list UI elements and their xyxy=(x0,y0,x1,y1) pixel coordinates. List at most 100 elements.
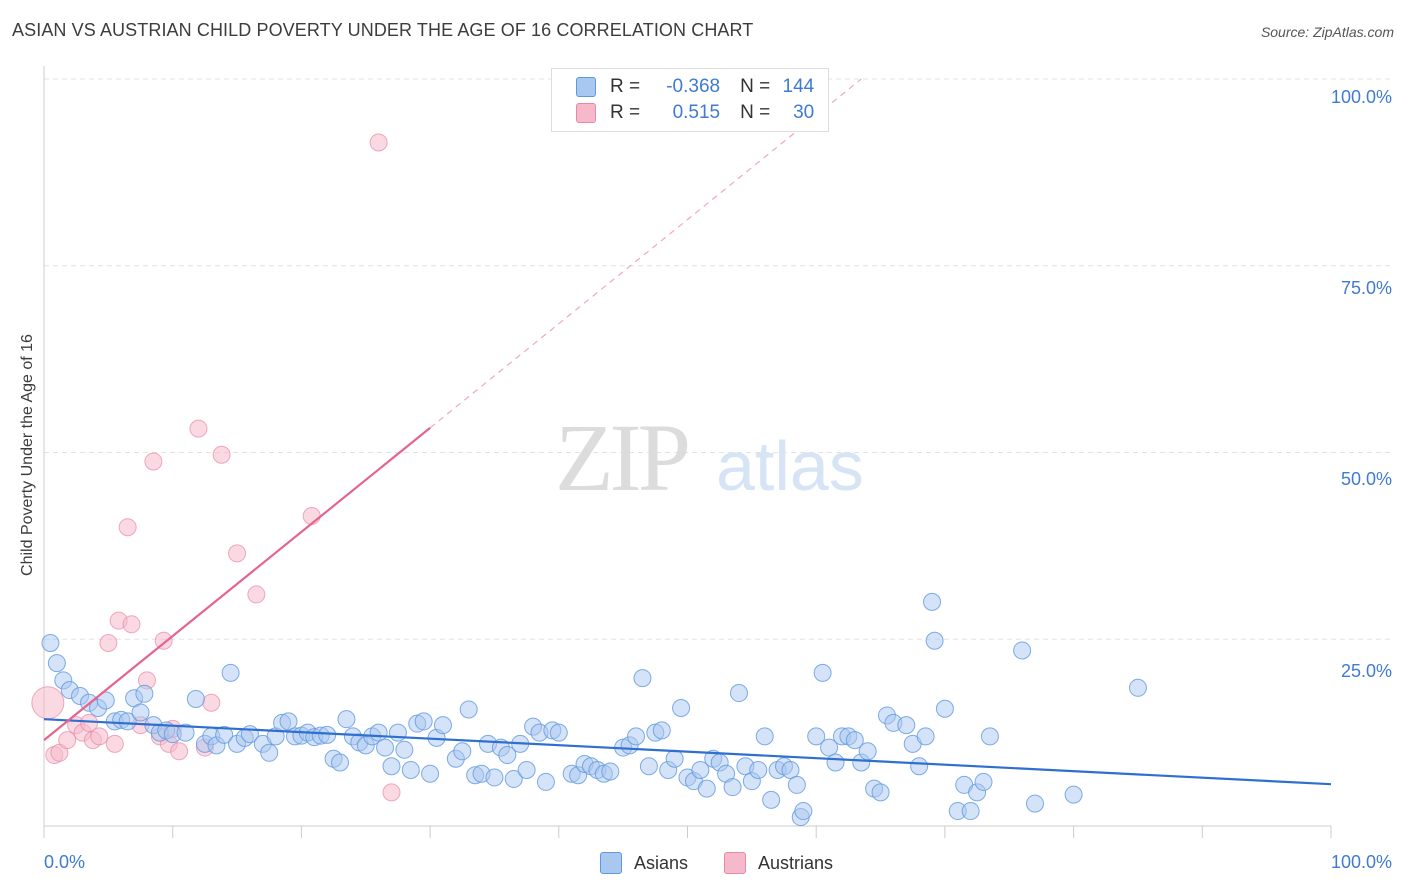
legend-row-austrians: R = 0.515 N = 30 xyxy=(576,101,814,125)
point-asians xyxy=(826,753,845,772)
point-austrians xyxy=(228,544,247,563)
point-asians xyxy=(47,654,66,673)
point-asians xyxy=(749,760,768,779)
legend-item-austrians[interactable]: Austrians xyxy=(724,852,833,874)
n-value-austrians: 30 xyxy=(793,102,815,123)
trend-line-asians xyxy=(43,718,1332,786)
r-label: R = xyxy=(610,76,641,97)
point-asians xyxy=(935,699,954,718)
point-asians xyxy=(858,742,877,761)
point-asians xyxy=(337,710,356,729)
watermark-atlas: atlas xyxy=(716,427,864,505)
point-austrians xyxy=(90,727,109,746)
asians-legend-swatch xyxy=(600,852,622,874)
point-asians xyxy=(421,764,440,783)
point-asians xyxy=(794,802,813,821)
point-asians xyxy=(691,760,710,779)
point-asians xyxy=(910,757,929,776)
asians-swatch xyxy=(576,77,596,97)
point-asians xyxy=(633,669,652,688)
point-austrians xyxy=(212,445,231,464)
correlation-legend: R = -0.368 N = 144 R = 0.515 N = 30 xyxy=(551,68,829,132)
point-asians xyxy=(135,684,154,703)
n-label: N = xyxy=(740,76,771,97)
x-tick-0: 0.0% xyxy=(44,852,86,872)
point-asians xyxy=(215,725,234,744)
point-asians xyxy=(652,721,671,740)
point-asians xyxy=(639,757,658,776)
point-asians xyxy=(96,691,115,710)
point-asians xyxy=(433,716,452,735)
point-austrians xyxy=(118,518,137,537)
series-legend: Asians Austrians xyxy=(0,852,1406,876)
n-label: N = xyxy=(740,102,771,123)
point-asians xyxy=(176,723,195,742)
point-austrians xyxy=(189,419,208,438)
point-asians xyxy=(755,727,774,746)
point-asians xyxy=(414,712,433,731)
source-credit: Source: ZipAtlas.com xyxy=(1260,24,1394,40)
point-asians xyxy=(279,712,298,731)
point-asians xyxy=(916,727,935,746)
point-asians xyxy=(504,769,523,788)
point-asians xyxy=(961,802,980,821)
chart-title: ASIAN VS AUSTRIAN CHILD POVERTY UNDER TH… xyxy=(12,20,754,40)
y-tick-25: 25.0% xyxy=(1340,661,1392,681)
point-asians xyxy=(401,760,420,779)
point-asians xyxy=(845,731,864,750)
point-asians xyxy=(781,760,800,779)
point-austrians xyxy=(369,133,388,152)
trend-lines xyxy=(43,78,1332,786)
r-label: R = xyxy=(610,102,641,123)
point-asians xyxy=(517,760,536,779)
point-asians xyxy=(536,772,555,791)
point-asians xyxy=(369,723,388,742)
point-asians xyxy=(787,775,806,794)
point-austrians xyxy=(154,631,173,650)
point-asians xyxy=(897,716,916,735)
point-asians xyxy=(813,663,832,682)
point-asians xyxy=(459,700,478,719)
point-asians xyxy=(820,738,839,757)
point-austrians xyxy=(144,452,163,471)
x-tick-100: 100.0% xyxy=(1330,852,1392,872)
n-value-asians: 144 xyxy=(782,76,815,97)
point-austrians xyxy=(302,506,321,525)
point-asians xyxy=(1064,785,1083,804)
point-asians xyxy=(923,592,942,611)
grid-lines xyxy=(44,78,1392,640)
point-asians xyxy=(925,631,944,650)
point-asians xyxy=(1025,794,1044,813)
point-austrians xyxy=(170,742,189,761)
legend-row-asians: R = -0.368 N = 144 xyxy=(576,75,814,99)
austrians-legend-swatch xyxy=(724,852,746,874)
y-axis-label: Child Poverty Under the Age of 16 xyxy=(19,334,36,576)
point-austrians xyxy=(105,734,124,753)
legend-item-asians[interactable]: Asians xyxy=(600,852,688,874)
point-asians xyxy=(221,663,240,682)
point-asians xyxy=(974,772,993,791)
point-austrians xyxy=(99,633,118,652)
austrians-swatch xyxy=(576,103,596,123)
point-asians xyxy=(485,768,504,787)
y-tick-100: 100.0% xyxy=(1330,87,1392,107)
point-asians xyxy=(388,723,407,742)
watermark-zip: ZIP xyxy=(555,404,688,511)
point-asians xyxy=(980,727,999,746)
point-asians xyxy=(697,779,716,798)
point-austrians xyxy=(247,585,266,604)
point-asians xyxy=(762,790,781,809)
point-asians xyxy=(665,749,684,768)
point-asians xyxy=(807,727,826,746)
point-asians xyxy=(601,762,620,781)
point-austrians xyxy=(202,693,221,712)
point-asians xyxy=(118,712,137,731)
point-asians xyxy=(729,684,748,703)
y-tick-75: 75.0% xyxy=(1340,278,1392,298)
trend-line-austrians xyxy=(43,426,431,741)
point-asians xyxy=(131,703,150,722)
point-asians xyxy=(672,698,691,717)
point-asians xyxy=(871,783,890,802)
watermark: ZIP atlas xyxy=(555,404,864,511)
